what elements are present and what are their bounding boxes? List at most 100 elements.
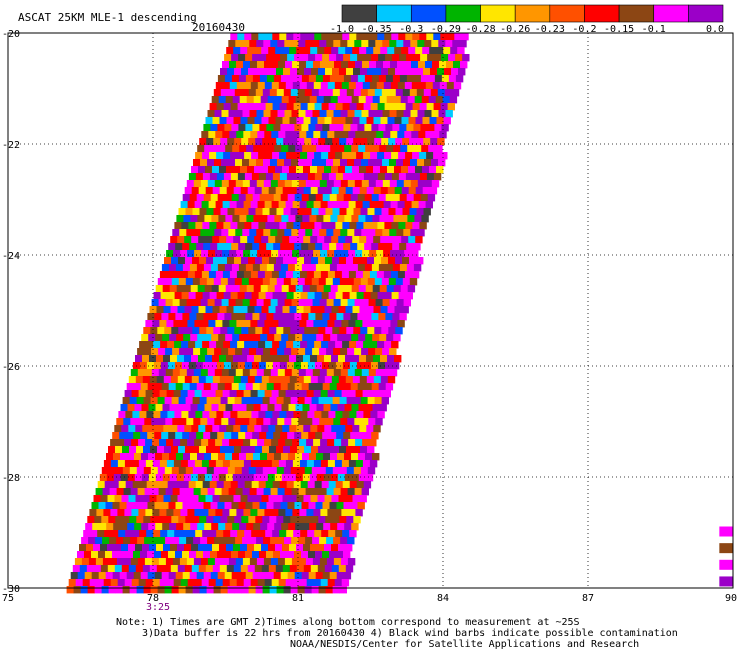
swath-cell	[376, 390, 384, 398]
swath-cell	[136, 446, 144, 454]
swath-cell	[302, 523, 310, 531]
swath-cell	[252, 383, 261, 391]
swath-cell	[408, 117, 416, 125]
swath-cell	[217, 502, 225, 510]
swath-cell	[261, 236, 269, 244]
swath-cell	[216, 530, 224, 538]
swath-cell	[228, 110, 236, 118]
swath-cell	[199, 278, 208, 286]
swath-cell	[201, 201, 209, 209]
swath-cell	[149, 376, 158, 384]
swath-cell	[188, 411, 196, 419]
swath-cell	[240, 47, 248, 55]
swath-cell	[290, 586, 298, 594]
swath-cell	[293, 33, 301, 41]
swath-cell	[403, 110, 411, 118]
swath-cell	[182, 194, 191, 202]
swath-cell	[304, 68, 312, 76]
swath-cell	[265, 481, 274, 489]
swath-cell	[122, 467, 131, 475]
swath-cell	[336, 551, 344, 559]
swath-cell	[113, 523, 121, 531]
swath-cell	[144, 537, 152, 545]
swath-cell	[229, 201, 237, 209]
swath-cell	[301, 313, 309, 321]
swath-cell	[174, 362, 183, 370]
swath-cell	[313, 201, 321, 209]
swath-cell	[170, 565, 179, 573]
swath-cell	[294, 551, 302, 559]
swath-cell	[218, 215, 226, 223]
swath-cell	[370, 173, 379, 181]
swath-cell	[380, 376, 389, 384]
swath-cell	[102, 558, 111, 566]
swath-cell	[133, 572, 142, 580]
swath-cell	[227, 208, 235, 216]
swath-cell	[321, 530, 329, 538]
swath-cell	[282, 236, 290, 244]
swath-cell	[230, 481, 239, 489]
swath-cell	[247, 47, 255, 55]
swath-cell	[124, 439, 132, 447]
swath-cell	[326, 159, 334, 167]
swath-cell	[206, 586, 214, 594]
swath-cell	[344, 404, 352, 412]
swath-cell	[142, 425, 150, 433]
swath-cell	[457, 47, 465, 55]
swath-cell	[253, 523, 261, 531]
swath-cell	[90, 530, 98, 538]
swath-cell	[296, 236, 304, 244]
swath-cell	[356, 173, 365, 181]
swath-cell	[304, 586, 312, 594]
swath-cell	[405, 152, 413, 160]
swath-cell	[319, 159, 327, 167]
swath-cell	[235, 40, 243, 48]
swath-cell	[292, 439, 300, 447]
swath-cell	[369, 82, 378, 90]
swath-cell	[223, 222, 231, 230]
swath-cell	[243, 460, 252, 468]
swath-cell	[343, 194, 352, 202]
swath-cell	[124, 579, 133, 587]
swath-cell	[297, 516, 305, 524]
swath-cell	[400, 215, 408, 223]
swath-cell	[248, 467, 257, 475]
swath-cell	[230, 103, 238, 111]
swath-cell	[346, 516, 354, 524]
swath-cell	[137, 537, 145, 545]
swath-cell	[216, 411, 224, 419]
swath-cell	[303, 495, 311, 503]
swath-cell	[138, 579, 147, 587]
swath-cell	[126, 551, 134, 559]
swath-cell	[332, 208, 340, 216]
swath-cell	[248, 516, 256, 524]
swath-cell	[115, 516, 123, 524]
swath-cell	[174, 222, 182, 230]
swath-cell	[155, 285, 164, 293]
swath-cell	[264, 250, 272, 258]
swath-cell	[354, 418, 362, 426]
swath-cell	[275, 306, 283, 314]
swath-cell	[269, 278, 278, 286]
swath-cell	[102, 488, 110, 496]
swath-cell	[151, 369, 160, 377]
swath-cell	[406, 54, 414, 62]
swath-cell	[233, 306, 241, 314]
swath-cell	[177, 544, 185, 552]
swath-cell	[267, 215, 275, 223]
swath-cell	[122, 446, 130, 454]
swath-cell	[373, 425, 381, 433]
swath-cell	[83, 530, 91, 538]
swath-cell	[366, 117, 374, 125]
swath-cell	[268, 565, 277, 573]
swath-cell	[182, 572, 191, 580]
swath-cell	[325, 327, 333, 335]
swath-cell	[142, 565, 151, 573]
swath-cell	[349, 222, 357, 230]
swath-cell	[233, 425, 241, 433]
swath-cell	[68, 579, 77, 587]
swath-cell	[433, 103, 441, 111]
swath-cell	[154, 572, 163, 580]
swath-cell	[240, 495, 248, 503]
swath-cell	[189, 551, 197, 559]
